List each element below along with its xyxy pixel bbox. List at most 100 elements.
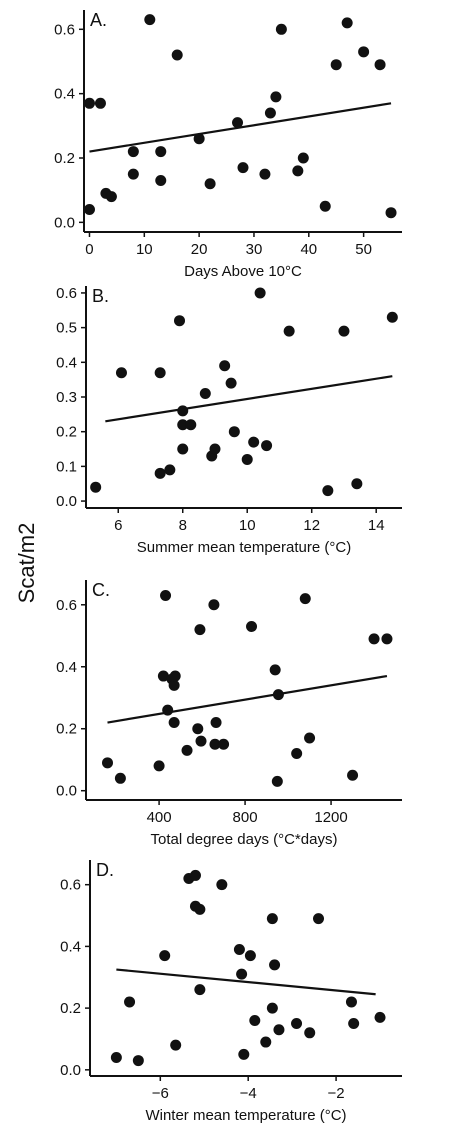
data-point — [299, 593, 311, 605]
data-point — [216, 879, 228, 891]
data-point — [160, 589, 172, 601]
data-point — [199, 388, 211, 400]
x-axis-title: Days Above 10°C — [184, 263, 302, 280]
x-axis-title: Total degree days (°C*days) — [151, 831, 338, 848]
data-point — [271, 775, 283, 787]
data-point — [264, 107, 276, 119]
data-point — [386, 311, 398, 323]
data-point — [83, 97, 95, 109]
data-point — [124, 996, 136, 1008]
data-point — [273, 1024, 285, 1036]
x-tick-label: −4 — [240, 1085, 257, 1102]
data-point — [270, 91, 282, 103]
data-point — [174, 315, 186, 327]
x-tick-label: 400 — [147, 809, 172, 826]
data-point — [94, 97, 106, 109]
x-tick-label: 10 — [136, 241, 153, 258]
data-point — [170, 1039, 182, 1051]
panel-label: D. — [96, 860, 114, 880]
data-point — [275, 23, 287, 35]
data-point — [358, 46, 370, 58]
y-tick-label: 0.6 — [56, 597, 77, 614]
y-tick-label: 0.0 — [54, 214, 75, 231]
y-tick-label: 0.4 — [54, 86, 75, 103]
panel-label: B. — [92, 286, 109, 306]
data-point — [159, 950, 171, 962]
data-point — [210, 717, 222, 729]
data-point — [189, 869, 201, 881]
data-point — [127, 168, 139, 180]
data-point — [341, 17, 353, 29]
data-point — [304, 1027, 316, 1039]
y-tick-label: 0.3 — [56, 389, 77, 406]
data-point — [248, 436, 260, 448]
panel-d: 0.0 0.2 0.4 0.6 −6 −4 −2 Winter mean temperatur… — [60, 860, 402, 1124]
x-tick-label: −6 — [152, 1085, 169, 1102]
data-point — [351, 478, 363, 490]
data-point — [338, 325, 350, 337]
data-point — [144, 14, 156, 26]
data-point — [132, 1055, 144, 1067]
data-point — [127, 146, 139, 158]
data-point — [269, 959, 281, 971]
data-point — [269, 664, 281, 676]
y-tick-label: 0.6 — [60, 877, 81, 894]
data-point — [241, 453, 253, 465]
data-point — [154, 367, 166, 379]
trend-line — [107, 674, 388, 724]
data-point — [233, 943, 245, 955]
x-tick-label: 800 — [233, 809, 258, 826]
data-point — [185, 419, 197, 431]
data-point — [232, 117, 244, 129]
x-tick-label: 12 — [303, 517, 320, 534]
x-axis-title: Winter mean temperature (°C) — [145, 1107, 346, 1124]
data-point — [236, 968, 248, 980]
data-point — [261, 440, 273, 452]
data-point — [292, 165, 304, 177]
data-point — [90, 481, 102, 493]
x-tick-label: 6 — [114, 517, 122, 534]
data-point — [381, 633, 393, 645]
data-point — [249, 1014, 261, 1026]
x-tick-label: 10 — [239, 517, 256, 534]
data-point — [254, 287, 266, 299]
y-tick-label: 0.6 — [56, 285, 77, 302]
data-point — [347, 769, 359, 781]
data-point — [348, 1018, 360, 1030]
x-tick-label: 1200 — [314, 809, 347, 826]
data-point — [194, 903, 206, 915]
data-point — [345, 996, 357, 1008]
data-point — [168, 717, 180, 729]
data-point — [209, 443, 221, 455]
data-point — [218, 738, 230, 750]
data-point — [228, 426, 240, 438]
y-tick-label: 0.0 — [56, 783, 77, 800]
data-point — [110, 1051, 122, 1063]
x-tick-label: 40 — [300, 241, 317, 258]
data-point — [193, 133, 205, 145]
trend-line — [89, 102, 392, 153]
data-point — [374, 59, 386, 71]
data-point — [272, 689, 284, 701]
data-point — [266, 1002, 278, 1014]
panel-a: 0.0 0.2 0.4 0.6 0 10 20 30 40 50 Days Above 10°C A. — [54, 10, 402, 280]
data-point — [177, 419, 189, 431]
x-tick-label: 14 — [368, 517, 385, 534]
y-tick-label: 0.4 — [56, 659, 77, 676]
data-point — [297, 152, 309, 164]
data-point — [157, 670, 169, 682]
data-point — [204, 178, 216, 190]
y-axis-title: Scat/m2 — [14, 523, 39, 604]
data-point — [225, 377, 237, 389]
y-tick-label: 0.6 — [54, 21, 75, 38]
y-tick-label: 0.4 — [60, 938, 81, 955]
data-point — [319, 200, 331, 212]
x-tick-label: 8 — [179, 517, 187, 534]
data-point — [177, 405, 189, 417]
data-point — [114, 772, 126, 784]
data-point — [155, 146, 167, 158]
data-point — [194, 984, 206, 996]
data-point — [153, 760, 165, 772]
data-point — [385, 207, 397, 219]
